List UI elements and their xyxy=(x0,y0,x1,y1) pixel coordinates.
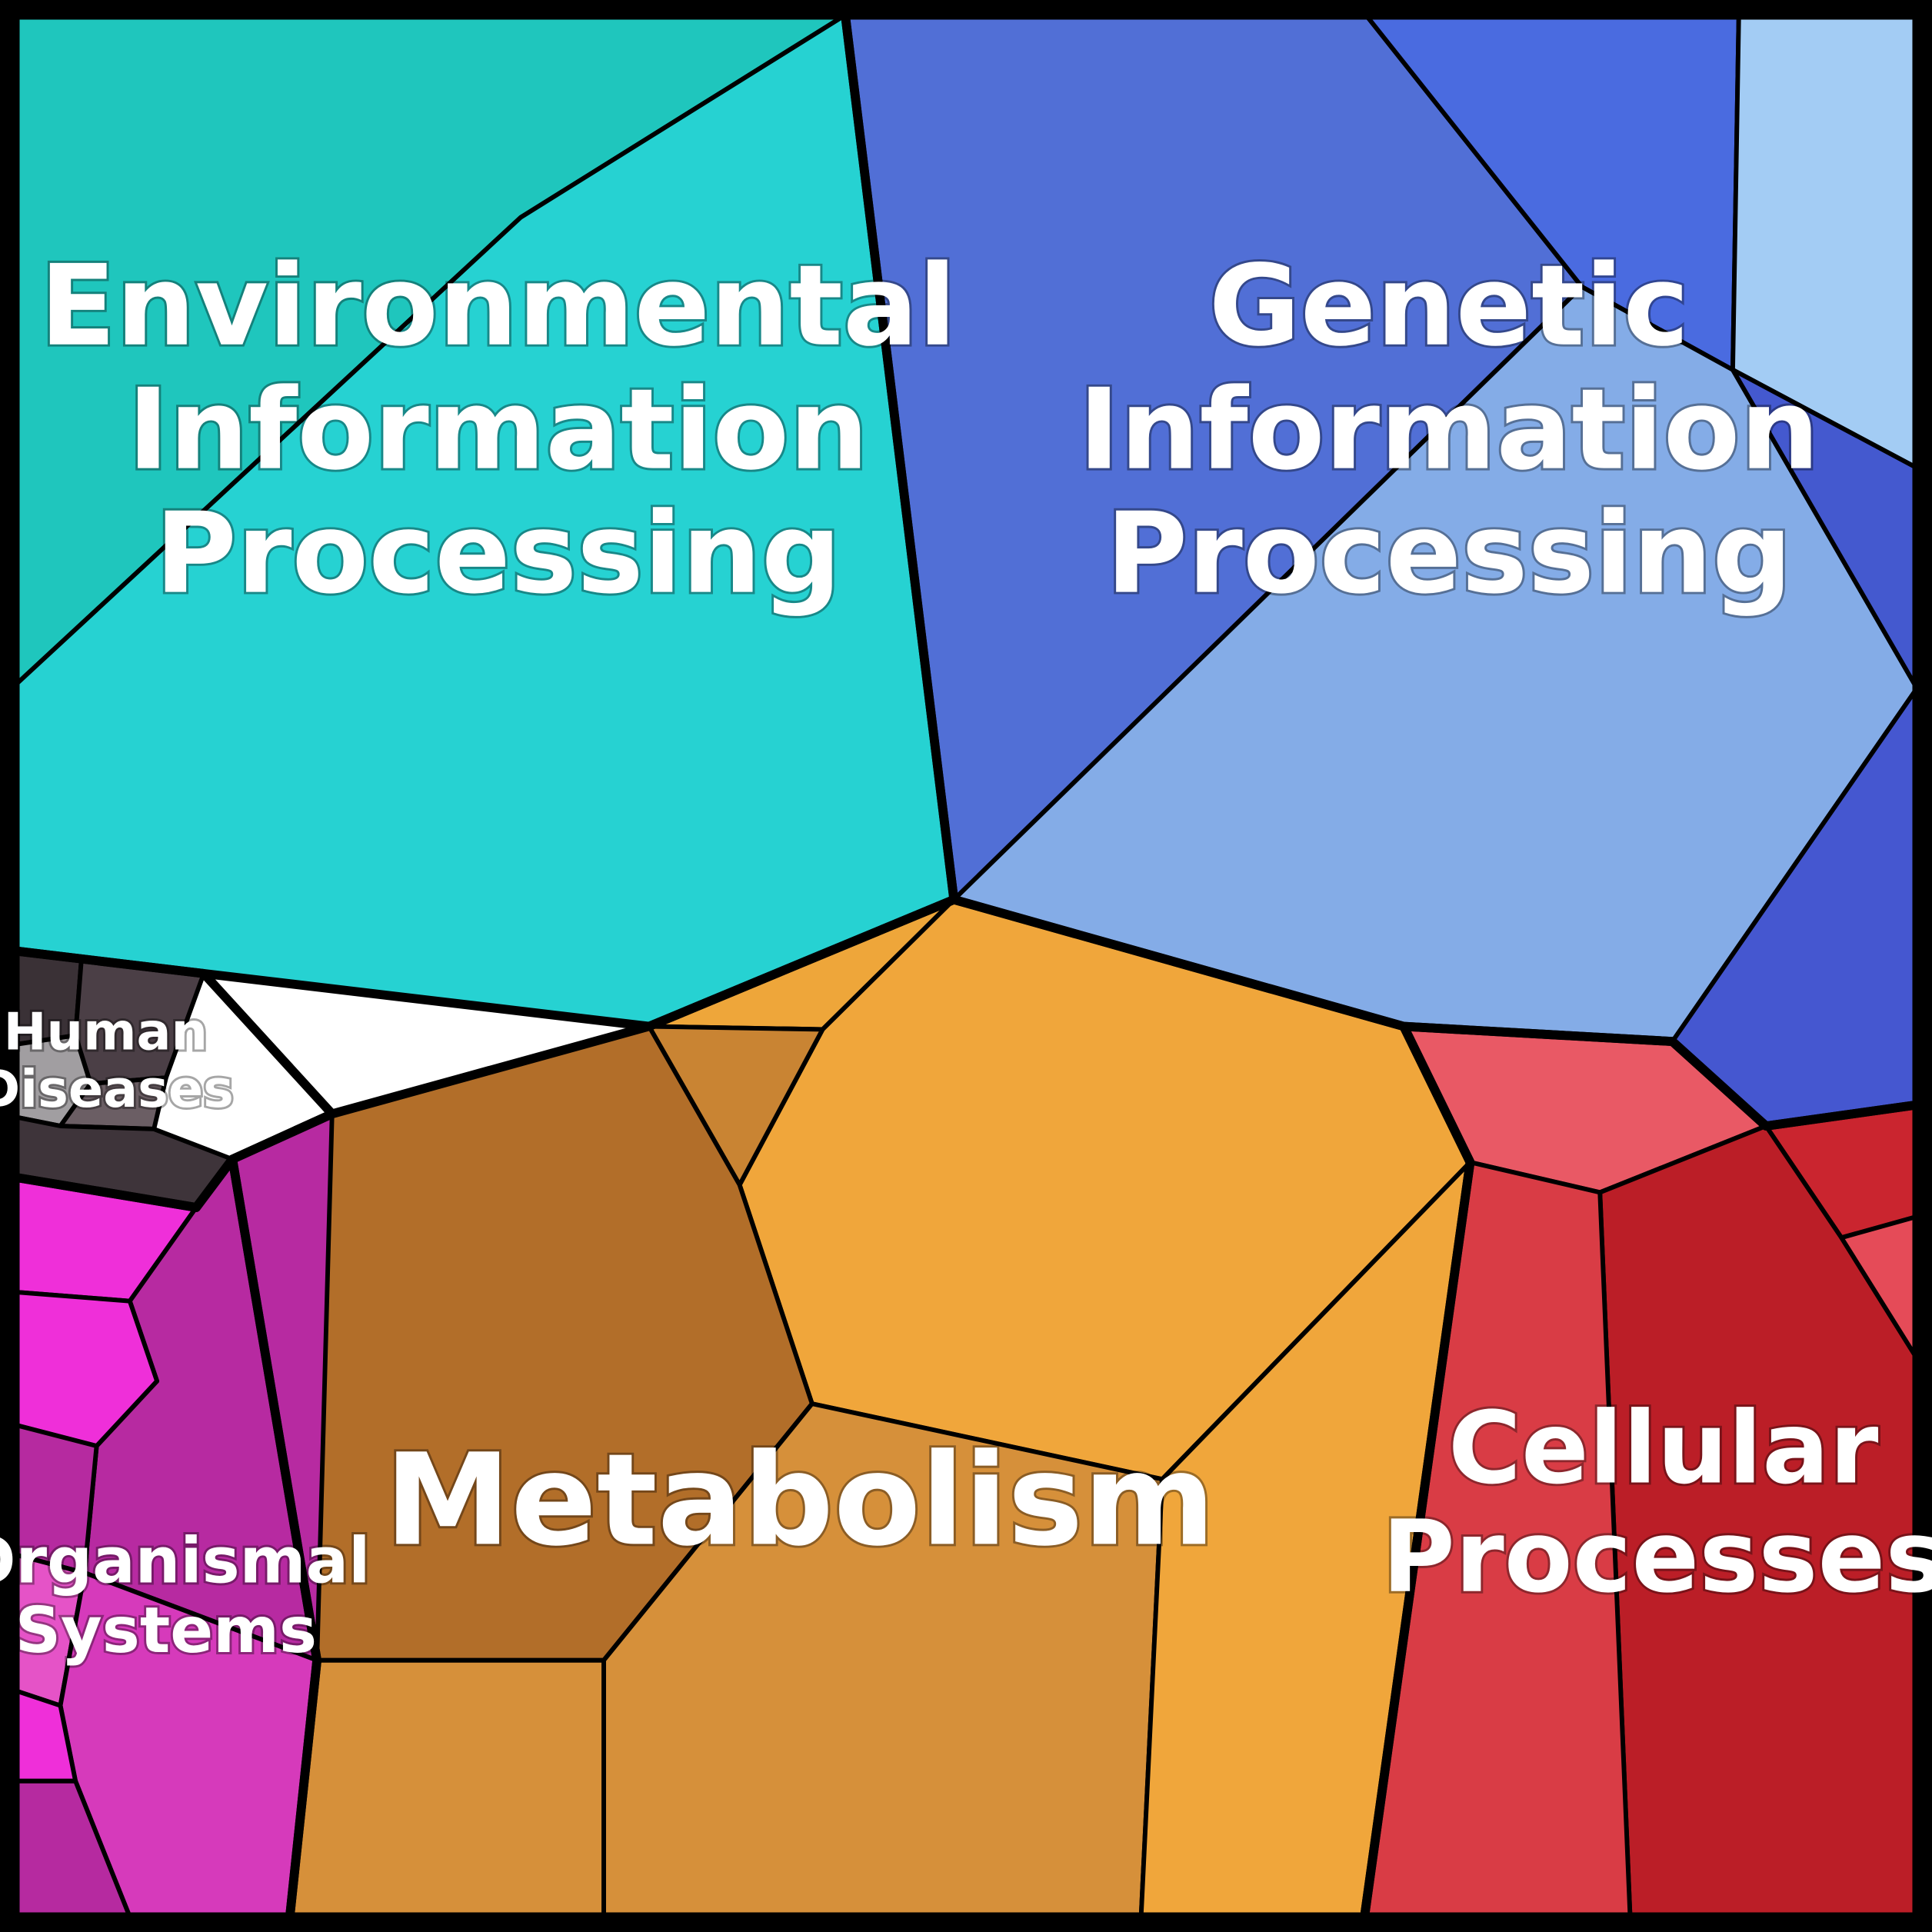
label-human_diseases-line0: Human xyxy=(4,1001,208,1061)
label-human_diseases-line1: Diseases xyxy=(0,1059,234,1119)
label-genetic-line2: Processing xyxy=(1106,489,1792,619)
voronoi-treemap: EnvironmentalInformationProcessingGeneti… xyxy=(0,0,1932,1932)
label-environmental-line0: Environmental xyxy=(40,242,957,371)
region-organismal xyxy=(15,1114,332,1917)
label-cellular-line0: Cellular xyxy=(1448,1390,1879,1506)
label-organismal-line0: Organismal xyxy=(0,1524,370,1598)
label-organismal-line1: Systems xyxy=(15,1594,317,1667)
label-metabolism-line0: Metabolism xyxy=(385,1426,1215,1574)
label-genetic-line0: Genetic xyxy=(1209,242,1690,371)
cell-metabolism-5 xyxy=(290,1661,604,1917)
label-genetic-line1: Information xyxy=(1078,365,1820,495)
label-environmental-line1: Information xyxy=(128,365,869,495)
label-cellular-line1: Processes xyxy=(1382,1499,1932,1615)
label-environmental-line2: Processing xyxy=(155,489,841,619)
